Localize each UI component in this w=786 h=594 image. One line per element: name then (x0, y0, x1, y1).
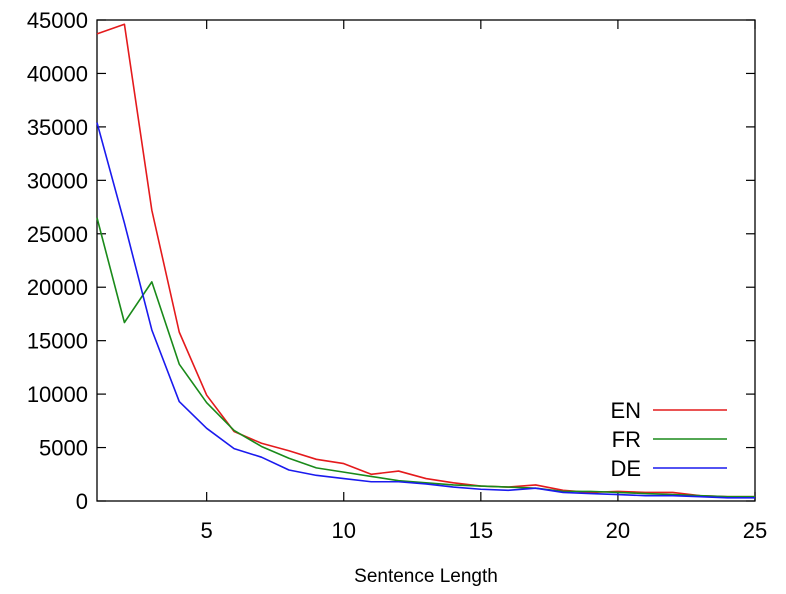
y-tick-label: 40000 (27, 61, 88, 86)
legend-label-en: EN (610, 398, 641, 423)
plot-frame (96, 19, 756, 502)
series-lines (96, 23, 755, 499)
x-tick-label: 10 (332, 518, 356, 543)
series-line-fr (96, 217, 755, 498)
y-tick-label: 30000 (27, 168, 88, 193)
x-axis-title: Sentence Length (354, 566, 498, 587)
y-tick-label: 0 (76, 489, 88, 514)
axis-ticks: 0 5000 10000 15000 20000 25000 30000 35000 40000… (27, 8, 767, 543)
legend-label-fr: FR (612, 427, 641, 452)
x-tick-label: 20 (606, 518, 630, 543)
x-tick-label: 15 (469, 518, 493, 543)
legend-label-de: DE (610, 456, 641, 481)
y-tick-label: 25000 (27, 222, 88, 247)
legend: EN FR DE (610, 398, 727, 481)
y-tick-label: 45000 (27, 8, 88, 33)
y-tick-label: 5000 (39, 436, 88, 461)
y-tick-label: 20000 (27, 275, 88, 300)
x-tick-label: 5 (201, 518, 213, 543)
y-tick-label: 35000 (27, 115, 88, 140)
x-tick-label: 25 (743, 518, 767, 543)
y-tick-label: 10000 (27, 382, 88, 407)
series-line-de (96, 122, 755, 499)
y-tick-label: 15000 (27, 329, 88, 354)
series-line-en (96, 23, 755, 498)
